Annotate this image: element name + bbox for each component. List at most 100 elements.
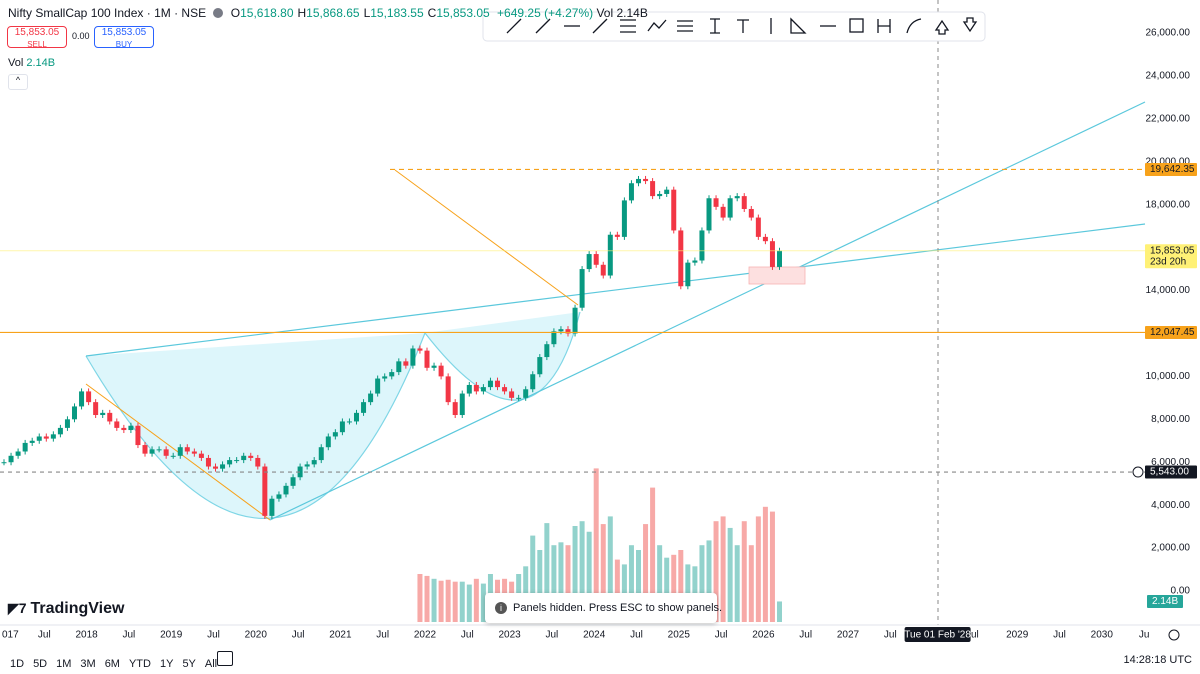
- candle: [1, 462, 7, 464]
- ohlc-key: L: [363, 6, 371, 20]
- candle: [318, 447, 324, 461]
- timeframe[interactable]: 3M: [80, 658, 96, 670]
- x-tick-label: Tue 01 Feb '28: [904, 630, 971, 641]
- candle: [424, 350, 430, 368]
- candle: [621, 200, 627, 237]
- candle: [551, 331, 557, 345]
- tool-icons[interactable]: [506, 17, 978, 35]
- drawing-layer: 26,000.00 24,000.00 22,000.00 20,000.00 18,0…: [0, 28, 1197, 642]
- candle: [36, 436, 42, 441]
- candle: [156, 449, 162, 451]
- candle: [748, 208, 754, 218]
- candle: [586, 254, 592, 270]
- candle: [368, 393, 374, 403]
- logo: ◤7 TradingView: [8, 600, 125, 617]
- candle: [713, 198, 719, 207]
- candle: [248, 455, 254, 458]
- volume-bar: [593, 468, 599, 622]
- timeframe[interactable]: 6M: [104, 658, 120, 670]
- ohlc-value: 15,868.65: [306, 6, 360, 20]
- y-tick-label: 10,000.00: [1146, 371, 1191, 382]
- timeframe[interactable]: All: [204, 658, 218, 670]
- volume-bar: [530, 535, 536, 622]
- price-label-sub: 23d 20h: [1150, 256, 1186, 267]
- volume-bar: [572, 526, 578, 622]
- date-range-button[interactable]: [217, 651, 233, 666]
- y-tick-label: 20,000.00: [1146, 156, 1191, 167]
- volume-bar: [741, 521, 747, 622]
- cup-fill: [86, 333, 425, 519]
- collapse-button[interactable]: ^: [8, 74, 28, 90]
- zone-box: [748, 266, 806, 285]
- candle: [354, 412, 359, 422]
- candle: [636, 178, 641, 184]
- candle: [114, 421, 120, 428]
- x-tick-label: 2019: [160, 630, 183, 641]
- candle: [720, 206, 726, 218]
- candle: [389, 372, 395, 377]
- y-tick-label: 4,000.00: [1151, 500, 1190, 511]
- candle: [699, 230, 705, 261]
- buy-button[interactable]: 15,853.05 BUY: [94, 26, 154, 49]
- candle: [128, 425, 134, 431]
- price-label-box: [1145, 244, 1197, 269]
- toast-text: Panels hidden. Press ESC to show panels.: [513, 602, 723, 614]
- candle: [530, 374, 536, 390]
- settings-button: [1168, 629, 1180, 641]
- candle: [727, 198, 733, 218]
- candle: [72, 406, 77, 420]
- candle: [516, 397, 522, 399]
- ohlc-value: 15,853.05: [436, 6, 490, 20]
- timeframe[interactable]: 5D: [33, 658, 48, 670]
- buy-label: BUY: [115, 40, 133, 49]
- timeframe[interactable]: 1D: [10, 658, 25, 670]
- candle: [628, 183, 634, 201]
- vol-value: 2.14B: [26, 57, 56, 69]
- volume-bar: [748, 545, 754, 622]
- ohlc-key: C: [427, 6, 437, 20]
- diagonal-line: [394, 169, 579, 306]
- y-tick-label: 22,000.00: [1146, 113, 1191, 124]
- volume-bar: [537, 550, 543, 622]
- candle: [346, 421, 352, 423]
- x-tick-label: 2024: [583, 630, 606, 641]
- volume-bar: [417, 574, 423, 622]
- volume-bar: [643, 524, 649, 622]
- candle: [417, 348, 423, 351]
- candle: [64, 419, 70, 428]
- price-label: 15,853.05: [1150, 245, 1195, 256]
- candle: [706, 198, 712, 231]
- volume-bar: [664, 557, 670, 622]
- timeframe[interactable]: 1M: [56, 658, 72, 670]
- candle: [149, 449, 155, 454]
- candle: [523, 389, 529, 398]
- timeframe[interactable]: 1Y: [159, 658, 174, 670]
- candle: [100, 412, 106, 416]
- price-label: 12,047.45: [1150, 327, 1195, 338]
- price-label-box: [1145, 325, 1197, 339]
- x-tick-label: 2021: [329, 630, 352, 641]
- x-tick-label: Jul: [38, 630, 51, 641]
- timeframe[interactable]: YTD: [128, 658, 151, 670]
- timeframe[interactable]: 5Y: [182, 658, 196, 670]
- candle: [205, 457, 211, 467]
- sell-button[interactable]: 15,853.05 SELL: [7, 26, 67, 49]
- volume-bar: [438, 580, 444, 622]
- x-tick-label: Jul: [715, 630, 728, 641]
- price-label: 5,543.00: [1150, 467, 1189, 478]
- candle: [198, 453, 204, 458]
- candle: [685, 262, 691, 287]
- candle: [93, 402, 99, 416]
- candle: [213, 466, 218, 469]
- volume-bar: [671, 554, 677, 622]
- x-tick-label: Jul: [799, 630, 812, 641]
- candle: [121, 427, 127, 431]
- x-tick-label: 2026: [752, 630, 775, 641]
- volume-bar: [678, 550, 684, 622]
- volume-bar: [473, 578, 479, 622]
- candle: [657, 193, 663, 197]
- y-tick-label: 14,000.00: [1146, 285, 1191, 296]
- candle: [43, 436, 49, 439]
- volume-bar: [628, 545, 634, 622]
